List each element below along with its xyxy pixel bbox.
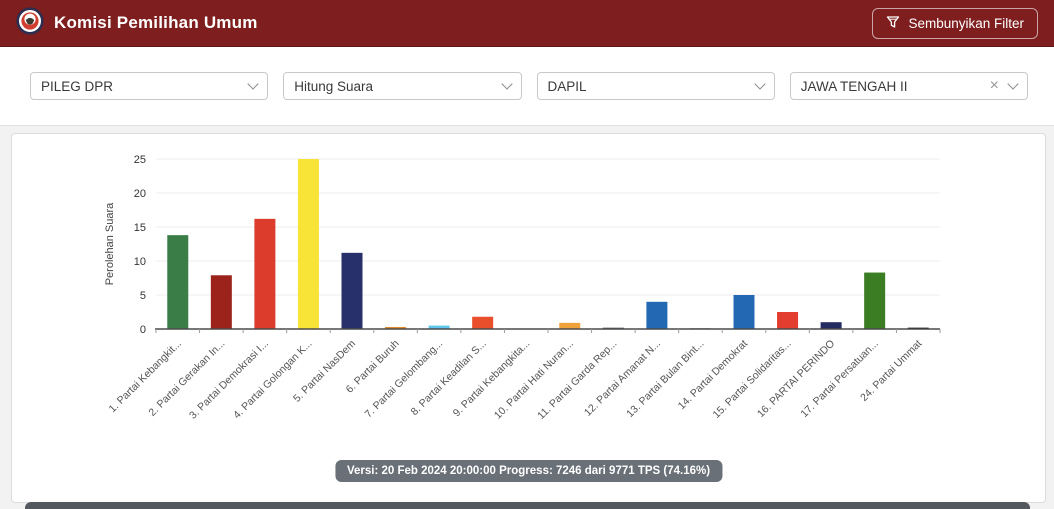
y-axis-title: Perolehan Suara bbox=[104, 202, 116, 285]
x-axis-label: 13. Partai Bulan Bint... bbox=[624, 338, 706, 420]
x-axis-label: 9. Partai Kebangkita... bbox=[451, 338, 533, 420]
select-count-mode[interactable]: Hitung Suara bbox=[283, 72, 522, 100]
y-axis-tick-label: 10 bbox=[134, 256, 146, 268]
x-axis-label: 11. Partai Garda Rep... bbox=[535, 338, 619, 422]
chevron-down-icon bbox=[1007, 78, 1019, 90]
bar[interactable] bbox=[428, 325, 450, 329]
y-axis-tick-label: 0 bbox=[140, 324, 146, 336]
y-axis-tick-label: 20 bbox=[134, 188, 146, 200]
select-value: Hitung Suara bbox=[294, 78, 374, 94]
bar[interactable] bbox=[210, 275, 232, 329]
y-axis-tick-label: 25 bbox=[134, 154, 146, 166]
select-election-type[interactable]: PILEG DPR bbox=[30, 72, 269, 100]
x-axis-label: 3. Partai Demokrasi I... bbox=[187, 338, 271, 422]
bar[interactable] bbox=[820, 322, 842, 329]
bar[interactable] bbox=[297, 159, 319, 329]
bar[interactable] bbox=[646, 301, 668, 329]
bar[interactable] bbox=[167, 235, 189, 329]
select-value: PILEG DPR bbox=[41, 78, 114, 94]
app-header: Komisi Pemilihan Umum Sembunyikan Filter bbox=[0, 0, 1054, 47]
x-axis-label: 17. Partai Persatuan... bbox=[798, 338, 880, 420]
bar[interactable] bbox=[385, 326, 407, 329]
bar[interactable] bbox=[341, 252, 363, 329]
x-axis-label: 4. Partai Golongan K... bbox=[231, 338, 315, 422]
x-axis-label: 15. Partai Solidaritas... bbox=[710, 338, 793, 421]
x-axis-label: 8. Partai Keadilan S... bbox=[408, 338, 488, 418]
hide-filter-label: Sembunyikan Filter bbox=[908, 15, 1024, 31]
clear-selection-icon[interactable]: × bbox=[989, 77, 999, 94]
filter-bar: PILEG DPR Hitung Suara DAPIL JAWA TENGAH… bbox=[0, 47, 1054, 126]
x-axis-label: 2. Partai Gerakan In... bbox=[146, 338, 227, 419]
bar[interactable] bbox=[254, 218, 276, 329]
chevron-down-icon bbox=[500, 78, 513, 90]
bar[interactable] bbox=[472, 316, 494, 329]
bar[interactable] bbox=[733, 295, 755, 329]
x-axis-label: 7. Partai Gelombang... bbox=[362, 338, 445, 421]
x-axis-label: 16. PARTAI PERINDO bbox=[755, 338, 837, 420]
select-dapil-level[interactable]: DAPIL bbox=[536, 72, 775, 100]
chevron-down-icon bbox=[247, 78, 259, 90]
bar[interactable] bbox=[777, 312, 799, 329]
next-section-header-edge bbox=[25, 502, 1030, 509]
brand: Komisi Pemilihan Umum bbox=[16, 6, 258, 40]
chevron-down-icon bbox=[754, 78, 766, 90]
x-axis-label: 1. Partai Kebangkit... bbox=[106, 338, 183, 415]
kpu-logo-icon bbox=[16, 6, 44, 40]
bar[interactable] bbox=[864, 272, 886, 329]
results-chart-card: 0 5 10 15 20 25 1. Partai Kebangkit... 2. Parta… bbox=[11, 133, 1046, 503]
x-axis-label: 12. Partai Amanat N... bbox=[582, 338, 663, 419]
funnel-icon bbox=[886, 15, 900, 32]
hide-filter-button[interactable]: Sembunyikan Filter bbox=[872, 7, 1038, 39]
results-bar-chart: 0 5 10 15 20 25 1. Partai Kebangkit...2. Parta… bbox=[104, 154, 941, 422]
y-axis-tick-label: 5 bbox=[140, 290, 146, 302]
bar[interactable] bbox=[559, 322, 581, 329]
page-title: Komisi Pemilihan Umum bbox=[54, 13, 258, 32]
select-dapil-region[interactable]: JAWA TENGAH II × bbox=[789, 72, 1028, 100]
select-value: DAPIL bbox=[547, 78, 587, 94]
select-value: JAWA TENGAH II bbox=[800, 78, 908, 94]
version-progress-badge: Versi: 20 Feb 2024 20:00:00 Progress: 72… bbox=[334, 460, 723, 482]
x-axis-label: 10. Partai Hati Nuran... bbox=[492, 338, 576, 422]
y-axis-tick-label: 15 bbox=[134, 222, 146, 234]
